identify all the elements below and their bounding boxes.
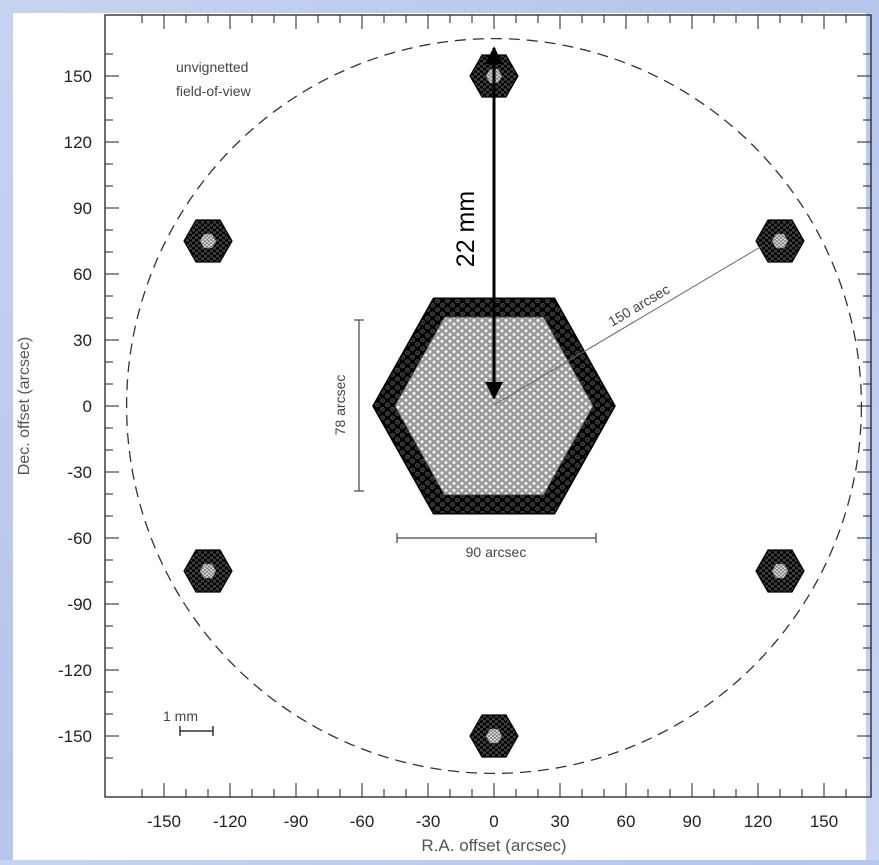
y-tick-label: 120	[64, 133, 92, 152]
x-tick-label: 150	[810, 812, 838, 831]
guide-bundle-core	[199, 563, 217, 579]
y-tick-label: -30	[67, 463, 92, 482]
y-tick-label: -60	[67, 529, 92, 548]
guide-bundle-6	[183, 219, 233, 263]
y-tick-label: 150	[64, 67, 92, 86]
y-axis-label: Dec. offset (arcsec)	[16, 337, 33, 475]
x-tick-label: 0	[489, 812, 498, 831]
fov-circle	[125, 37, 863, 775]
x-tick-label: 60	[617, 812, 636, 831]
guide-bundle-core	[199, 233, 217, 249]
scalebar-label: 1 mm	[163, 708, 198, 724]
x-tick-label: -150	[147, 812, 181, 831]
x-tick-labels: -150 -120 -90 -60 -30 0 30 60 90 120 150	[147, 812, 838, 831]
guide-bundles	[183, 54, 805, 758]
guide-bundle-2	[755, 219, 805, 263]
y-tick-label: 90	[73, 199, 92, 218]
x-tick-label: 120	[744, 812, 772, 831]
x-tick-label: -60	[350, 812, 375, 831]
radius-line	[493, 245, 763, 406]
fov-label-line1: unvignetted	[176, 59, 248, 75]
height-dimension	[354, 319, 364, 492]
y-tick-label: 0	[83, 397, 92, 416]
scalebar	[179, 726, 214, 736]
x-tick-label: 90	[683, 812, 702, 831]
distance-label: 22 mm	[452, 191, 480, 267]
y-tick-label: -90	[67, 595, 92, 614]
y-tick-label: -150	[58, 727, 92, 746]
y-tick-label: -120	[58, 661, 92, 680]
y-tick-label: 60	[73, 265, 92, 284]
guide-bundle-3	[755, 549, 805, 593]
y-tick-labels: 150 120 90 60 30 0 -30 -60 -90 -120 -150	[58, 67, 92, 746]
main-ifu-hexagon	[372, 297, 616, 515]
width-dimension	[396, 533, 597, 543]
width-label: 90 arcsec	[466, 544, 527, 560]
x-tick-label: -30	[416, 812, 441, 831]
guide-bundle-5	[183, 549, 233, 593]
fov-label-line2: field-of-view	[176, 83, 252, 99]
guide-bundle-core	[771, 233, 789, 249]
x-tick-label: -120	[213, 812, 247, 831]
guide-bundle-core	[485, 728, 503, 744]
x-axis-label: R.A. offset (arcsec)	[421, 836, 566, 855]
x-tick-label: 30	[551, 812, 570, 831]
axis-ticks	[105, 15, 871, 797]
guide-bundle-4	[469, 714, 519, 758]
guide-bundle-core	[771, 563, 789, 579]
x-tick-label: -90	[284, 812, 309, 831]
height-label: 78 arcsec	[332, 375, 348, 436]
ifu-inner-fibers	[394, 316, 594, 496]
y-tick-label: 30	[73, 331, 92, 350]
